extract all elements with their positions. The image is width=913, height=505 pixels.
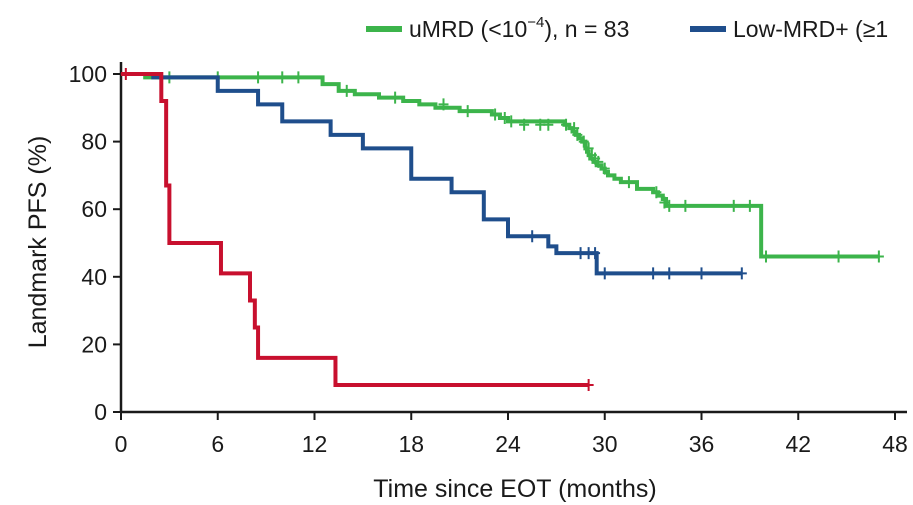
censor-mark — [390, 91, 401, 104]
x-tick-label: 0 — [115, 431, 128, 457]
censor-mark — [680, 199, 691, 212]
x-tick-label: 6 — [211, 431, 224, 457]
censor-mark — [873, 250, 884, 263]
censor-mark — [506, 115, 517, 128]
censor-mark — [599, 267, 610, 280]
series-2 — [121, 72, 747, 280]
censor-mark — [593, 155, 604, 168]
x-tick-label: 42 — [785, 431, 811, 457]
x-tick-label: 36 — [689, 431, 715, 457]
axes: 0 6 12 18 24 30 36 42 48 0 20 40 60 80 100 — [69, 61, 908, 457]
series-1-curve — [121, 72, 879, 259]
legend: uMRD (<10−4), n = 83 Low-MRD+ (≥1 — [366, 14, 888, 42]
censor-mark — [583, 378, 594, 391]
censor-mark — [744, 199, 755, 212]
y-tick-label: 100 — [69, 61, 107, 87]
censor-mark — [490, 108, 501, 121]
censor-mark — [561, 118, 572, 131]
censor-mark — [293, 71, 304, 84]
censor-mark — [341, 84, 352, 97]
series-2-curve — [121, 72, 742, 276]
y-axis-title: Landmark PFS (%) — [24, 136, 52, 349]
censor-mark — [120, 68, 131, 80]
censor-mark — [664, 267, 675, 280]
censor-mark — [590, 247, 601, 260]
x-tick-label: 48 — [882, 431, 908, 457]
y-tick-label: 60 — [81, 196, 107, 222]
x-tick-label: 18 — [398, 431, 424, 457]
x-axis-title: Time since EOT (months) — [373, 475, 656, 503]
series-1 — [121, 71, 884, 263]
censor-mark — [761, 250, 771, 263]
censor-mark — [572, 128, 583, 141]
censor-mark — [277, 71, 288, 84]
x-tick-label: 24 — [495, 431, 521, 457]
x-tick-label: 30 — [592, 431, 618, 457]
series-3 — [120, 68, 594, 391]
censor-mark — [438, 98, 449, 111]
censor-mark — [583, 142, 594, 155]
censor-mark — [648, 267, 659, 280]
censor-mark — [651, 186, 662, 199]
plot-area — [120, 68, 884, 391]
censor-mark — [728, 199, 739, 212]
censor-mark — [253, 71, 264, 84]
censor-mark — [578, 135, 589, 148]
series-3-curve — [121, 72, 589, 387]
censor-mark — [664, 199, 675, 212]
y-tick-label: 20 — [81, 331, 107, 357]
censor-mark — [499, 111, 510, 124]
legend-label-umrd: uMRD (<10−4), n = 83 — [409, 14, 629, 42]
censor-mark — [833, 250, 844, 263]
censor-mark — [462, 105, 473, 118]
censor-mark — [527, 230, 538, 243]
censor-mark — [519, 118, 530, 131]
y-tick-label: 0 — [94, 399, 107, 425]
censor-mark — [696, 267, 707, 280]
x-tick-label: 12 — [302, 431, 328, 457]
y-tick-label: 40 — [81, 264, 107, 290]
censor-mark — [736, 267, 747, 280]
censor-mark — [543, 118, 554, 131]
censor-mark — [599, 162, 610, 175]
censor-mark — [623, 176, 634, 189]
censor-mark — [569, 122, 580, 135]
y-tick-label: 80 — [81, 129, 107, 155]
legend-label-low-mrd: Low-MRD+ (≥1 — [733, 16, 888, 42]
